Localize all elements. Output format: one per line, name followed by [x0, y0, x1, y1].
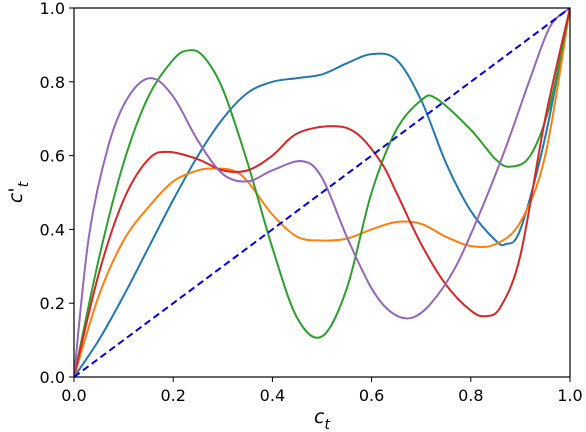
y-tick-label: 0.2 [40, 294, 65, 313]
plot-frame [73, 7, 571, 378]
y-tick-label: 0.6 [40, 147, 65, 166]
x-tick-label: 0.8 [458, 386, 483, 405]
x-axis-label: ct [314, 406, 330, 432]
y-tick-label: 0.0 [40, 368, 65, 387]
x-tick-label: 0.4 [260, 386, 285, 405]
y-tick-label: 0.8 [40, 73, 65, 92]
series-line-5 [74, 8, 570, 377]
series-line-1 [74, 8, 570, 377]
x-tick-label: 0.6 [359, 386, 384, 405]
ticks-layer: 0.0 0.2 0.4 0.6 0.8 1.0 0.0 0.2 0.4 0.6 0.8 1.0 [40, 0, 583, 405]
series-line-2 [74, 8, 570, 377]
y-axis-label: c't [5, 181, 32, 203]
y-tick-label: 0.4 [40, 220, 65, 239]
y-tick-label: 1.0 [40, 0, 65, 18]
series-line-6 [74, 8, 570, 377]
x-tick-label: 0.2 [160, 386, 185, 405]
x-tick-label: 1.0 [557, 386, 582, 405]
series-layer [74, 8, 570, 377]
x-tick-label: 0.0 [61, 386, 86, 405]
series-line-4 [74, 8, 570, 377]
